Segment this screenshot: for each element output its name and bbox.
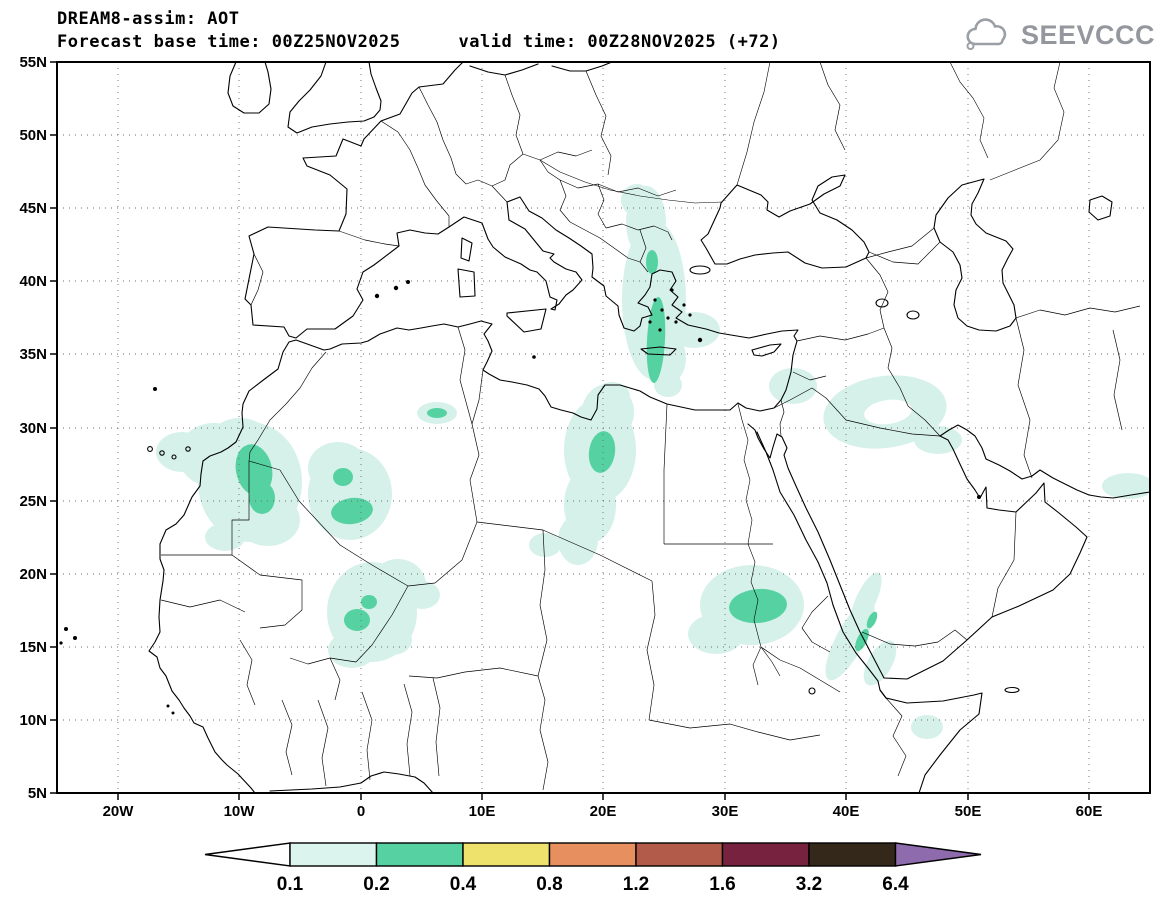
- coastlines: [148, 62, 1150, 793]
- lat-label: 20N: [19, 566, 47, 583]
- plot-title: DREAM8-assim: AOT: [57, 9, 240, 29]
- forecast-base-time: Forecast base time: 00Z25NOV2025: [57, 32, 401, 52]
- lon-label: 20E: [590, 803, 617, 820]
- colorbar-tick-label: 0.4: [450, 874, 477, 895]
- lat-label: 55N: [19, 54, 47, 71]
- colorbar-legend: 0.1 0.2 0.4 0.8 1.2 1.6 3.2 6.4: [204, 842, 982, 895]
- country-borders: [160, 62, 1141, 791]
- colorbar-tick-label: 1.6: [709, 874, 735, 895]
- longitude-axis: 20W 10W 0 10E 20E 30E 40E 50E 60E: [103, 803, 1103, 820]
- colorbar-tick-label: 1.2: [623, 874, 649, 895]
- islands: [59, 237, 1020, 715]
- lat-label: 5N: [28, 785, 47, 802]
- lat-label: 40N: [19, 273, 47, 290]
- lon-label: 30E: [712, 803, 739, 820]
- plot-titles: DREAM8-assim: AOT Forecast base time: 00…: [57, 8, 781, 53]
- lat-label: 35N: [19, 346, 47, 363]
- logo-text: SEEVCCC: [1020, 19, 1155, 50]
- latitude-axis: 55N 50N 45N 40N 35N 30N 25N 20N 15N 10N …: [19, 54, 47, 802]
- colorbar-segment: [548, 842, 637, 867]
- colorbar-segment: [289, 842, 378, 867]
- lat-label: 15N: [19, 639, 47, 656]
- plot-subtitle: Forecast base time: 00Z25NOV2025 valid ti…: [57, 31, 781, 53]
- colorbar-segment: [462, 842, 551, 867]
- lon-label: 60E: [1076, 803, 1103, 820]
- lat-label: 10N: [19, 712, 47, 729]
- axis-ticks: [50, 61, 1090, 800]
- colorbar-segment: [375, 842, 464, 867]
- colorbar-tick-label: 0.1: [277, 874, 304, 895]
- lat-label: 45N: [19, 200, 47, 217]
- lon-label: 20W: [103, 803, 135, 820]
- lon-label: 50E: [955, 803, 982, 820]
- aot-shading-medium: [235, 250, 878, 652]
- colorbar-tick-label: 3.2: [796, 874, 822, 895]
- graticule: [57, 62, 1150, 793]
- colorbar-tick-label: 6.4: [882, 874, 909, 895]
- aot-ring-hole: [864, 399, 912, 425]
- lat-label: 25N: [19, 493, 47, 510]
- lat-label: 50N: [19, 127, 47, 144]
- lon-label: 10E: [469, 803, 496, 820]
- colorbar-tick-label: 0.8: [536, 874, 562, 895]
- lon-label: 40E: [833, 803, 860, 820]
- colorbar-tick-label: 0.2: [363, 874, 389, 895]
- seevccc-logo: SEEVCCC: [962, 16, 1155, 54]
- colorbar-below-arrow: [204, 842, 291, 867]
- cloud-icon: [966, 18, 1007, 50]
- lat-label: 30N: [19, 420, 47, 437]
- colorbar-above-arrow: [894, 842, 982, 867]
- valid-time: valid time: 00Z28NOV2025 (+72): [458, 32, 781, 52]
- lon-label: 10W: [224, 803, 256, 820]
- colorbar-segment: [808, 842, 897, 867]
- colorbar-segment: [721, 842, 810, 867]
- lon-label: 0: [357, 803, 365, 820]
- colorbar-segment: [635, 842, 724, 867]
